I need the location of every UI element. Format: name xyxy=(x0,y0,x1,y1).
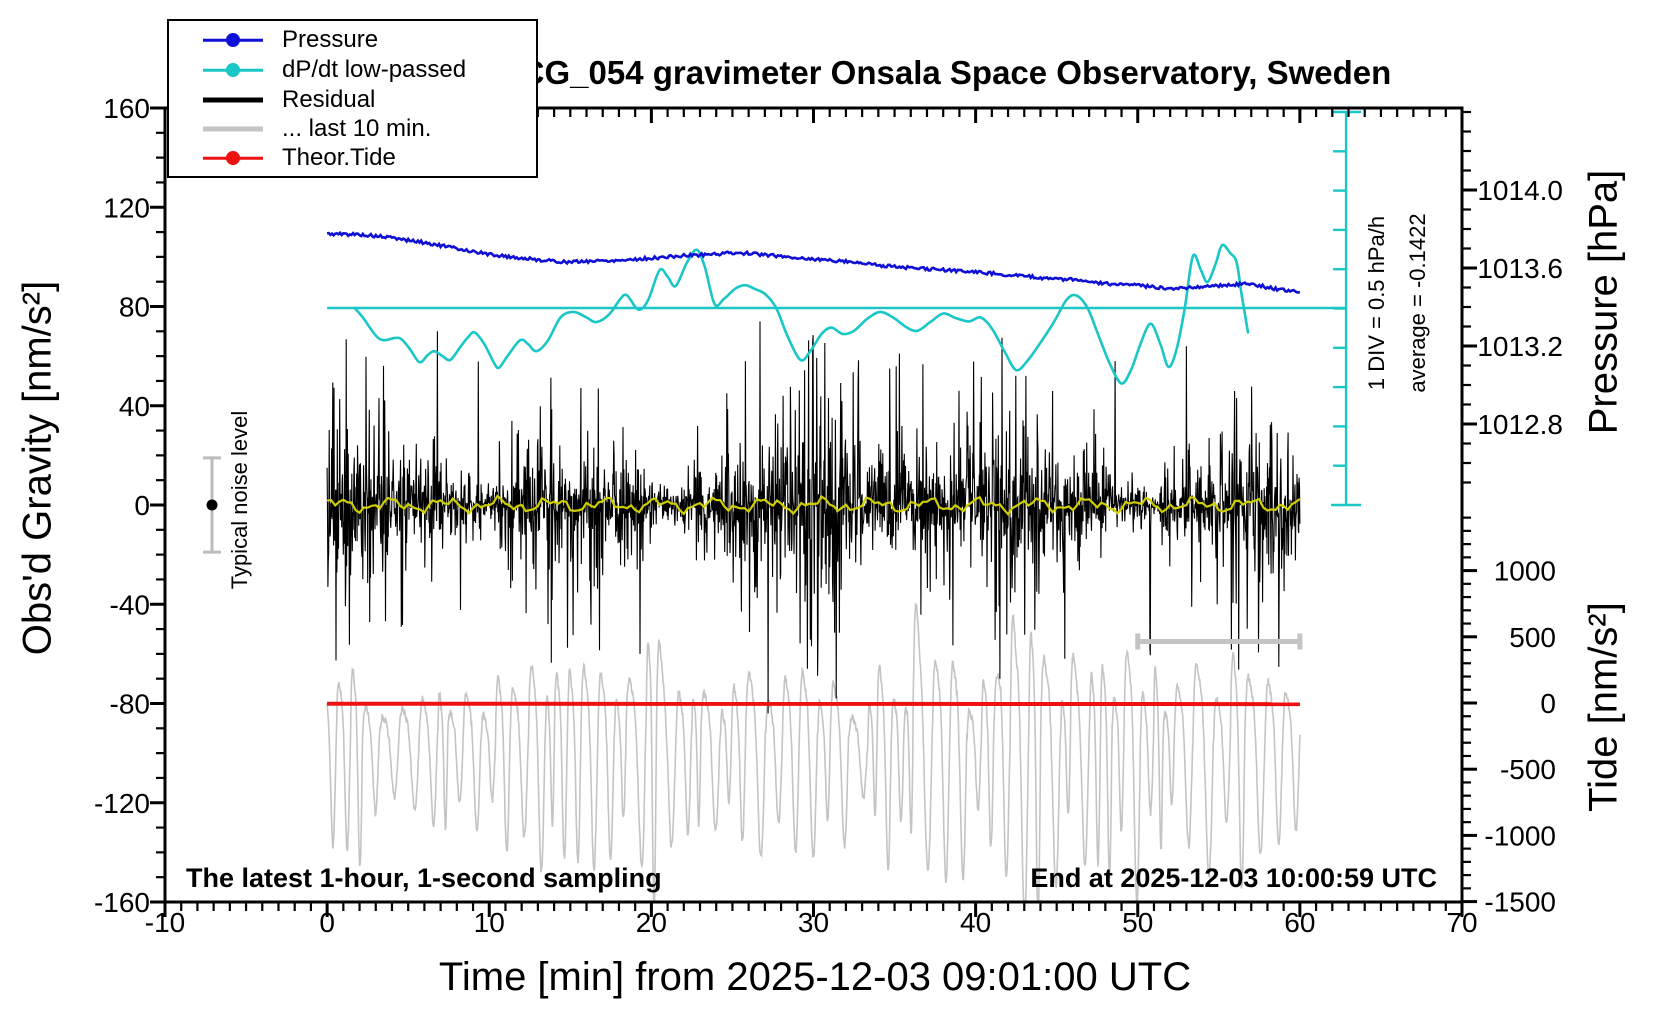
svg-text:50: 50 xyxy=(1122,907,1153,938)
svg-text:60: 60 xyxy=(1284,907,1315,938)
svg-text:500: 500 xyxy=(1509,622,1556,653)
tide-axis-title: Tide [nm/s²] xyxy=(1581,602,1626,812)
svg-text:30: 30 xyxy=(798,907,829,938)
legend-item-theor-tide: Theor.Tide xyxy=(169,144,536,172)
legend-item-dp-dt-low-passed: dP/dt low-passed xyxy=(169,56,536,84)
axis-tick-labels: -160 -120 -80 -40 0 40 80 120 160 -10 0 10 20 30 40 50 6… xyxy=(94,93,1563,938)
svg-text:-10: -10 xyxy=(145,907,185,938)
legend: Pressure dP/dt low-passed Residual... last… xyxy=(167,19,538,178)
page-title: SCG_054 gravimeter Onsala Space Observat… xyxy=(498,54,1392,91)
dpdt-scale-bar xyxy=(1331,110,1362,507)
legend-item-last-10-min: ... last 10 min. xyxy=(169,115,536,143)
svg-text:1012.8: 1012.8 xyxy=(1477,409,1563,440)
legend-item-label: ... last 10 min. xyxy=(282,115,432,142)
legend-item-label: Theor.Tide xyxy=(282,144,396,171)
legend-dot-sample xyxy=(226,63,240,77)
legend-line-sample xyxy=(203,126,263,132)
svg-text:40: 40 xyxy=(119,391,150,422)
legend-dot-sample xyxy=(226,33,240,47)
noise-level-annotation: Typical noise level xyxy=(227,410,252,590)
dpdt-trace xyxy=(353,243,1250,385)
legend-item-label: Pressure xyxy=(282,26,379,53)
last10-marker-bar xyxy=(1135,633,1303,650)
svg-text:10: 10 xyxy=(474,907,505,938)
svg-text:-1500: -1500 xyxy=(1484,887,1556,918)
legend-item-label: Residual xyxy=(282,86,376,113)
legend-item-residual: Residual xyxy=(169,86,536,114)
div-scale-annotation: 1 DIV = 0.5 hPa/h xyxy=(1364,215,1389,391)
svg-text:1000: 1000 xyxy=(1494,556,1556,587)
svg-text:-500: -500 xyxy=(1500,754,1556,785)
svg-text:1013.2: 1013.2 xyxy=(1477,331,1563,362)
svg-text:80: 80 xyxy=(119,292,150,323)
x-axis-title: Time [min] from 2025-12-03 09:01:00 UTC xyxy=(438,955,1192,999)
end-time-text: End at 2025-12-03 10:00:59 UTC xyxy=(1030,863,1437,893)
legend-line-sample xyxy=(203,97,263,103)
svg-text:70: 70 xyxy=(1446,907,1477,938)
svg-text:-40: -40 xyxy=(110,589,150,620)
svg-text:120: 120 xyxy=(103,192,150,223)
series-layer xyxy=(326,230,1347,902)
left-axis-title: Obs'd Gravity [nm/s²] xyxy=(15,280,60,656)
last10-trace xyxy=(326,602,1301,902)
legend-item-pressure: Pressure xyxy=(169,26,536,54)
sampling-info-text: The latest 1-hour, 1-second sampling xyxy=(186,863,662,893)
svg-text:-160: -160 xyxy=(94,887,150,918)
svg-text:20: 20 xyxy=(636,907,667,938)
axis-ticks xyxy=(150,106,1477,917)
legend-item-label: dP/dt low-passed xyxy=(282,56,467,83)
svg-text:40: 40 xyxy=(960,907,991,938)
average-annotation: average = -0.1422 xyxy=(1405,213,1430,393)
svg-text:160: 160 xyxy=(103,93,150,124)
pressure-axis-title: Pressure [hPa] xyxy=(1581,169,1626,435)
legend-dot-sample xyxy=(226,151,240,165)
pressure-trace xyxy=(326,230,1300,294)
svg-text:1013.6: 1013.6 xyxy=(1477,253,1563,284)
svg-text:-120: -120 xyxy=(94,788,150,819)
svg-text:1014.0: 1014.0 xyxy=(1477,175,1563,206)
svg-text:0: 0 xyxy=(319,907,335,938)
svg-text:0: 0 xyxy=(134,490,150,521)
residual-trace xyxy=(326,321,1301,714)
noise-level-dot xyxy=(206,499,218,511)
residual-smooth-trace xyxy=(326,494,1301,516)
svg-text:0: 0 xyxy=(1540,688,1556,719)
svg-text:-80: -80 xyxy=(110,689,150,720)
svg-text:-1000: -1000 xyxy=(1484,820,1556,851)
